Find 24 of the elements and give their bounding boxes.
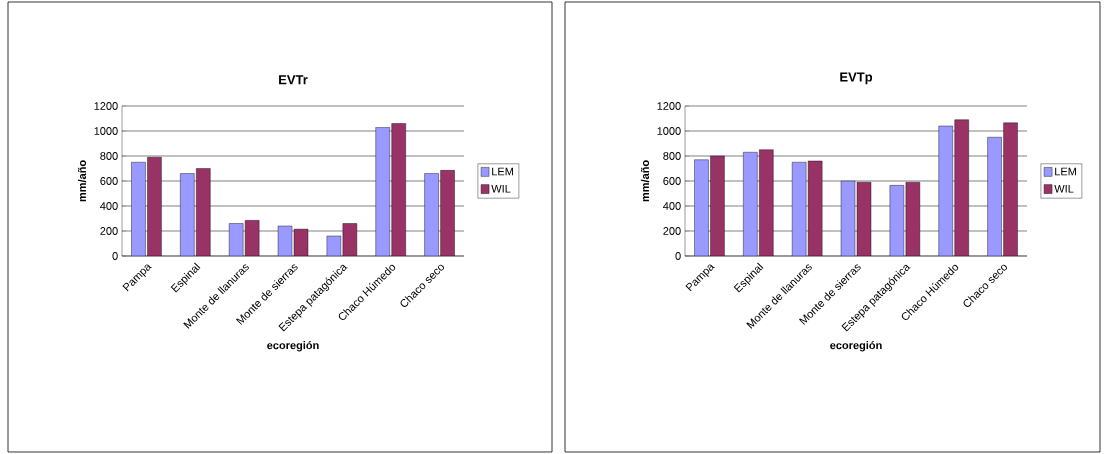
y-tick-label: 600 [663,177,681,185]
chart-title: EVTr [279,75,308,85]
y-tick-label: 1200 [657,102,681,110]
legend-label: LEM [492,167,513,176]
y-tick-label: 1000 [94,127,118,135]
legend-label: LEM [1055,167,1076,176]
y-tick-label: 200 [100,227,118,235]
legend-label: WIL [1054,184,1074,193]
x-axis-title: ecoregión [267,340,319,352]
y-tick-label: 200 [663,227,681,235]
y-tick-label: 400 [100,202,118,210]
y-tick-label: 800 [100,152,118,160]
y-tick-label: 400 [663,202,681,210]
x-axis-title: ecoregión [830,340,882,352]
y-tick-label: 1200 [94,102,118,110]
y-tick-label: 600 [100,177,118,185]
y-tick-label: 0 [675,252,681,260]
y-axis-title: mm/año [640,160,650,202]
y-tick-label: 1000 [657,127,681,135]
legend-label: WIL [491,184,511,193]
y-axis-title: mm/año [77,160,87,202]
y-tick-label: 0 [112,252,118,260]
chart-title: EVTp [840,72,873,85]
y-tick-label: 800 [663,152,681,160]
